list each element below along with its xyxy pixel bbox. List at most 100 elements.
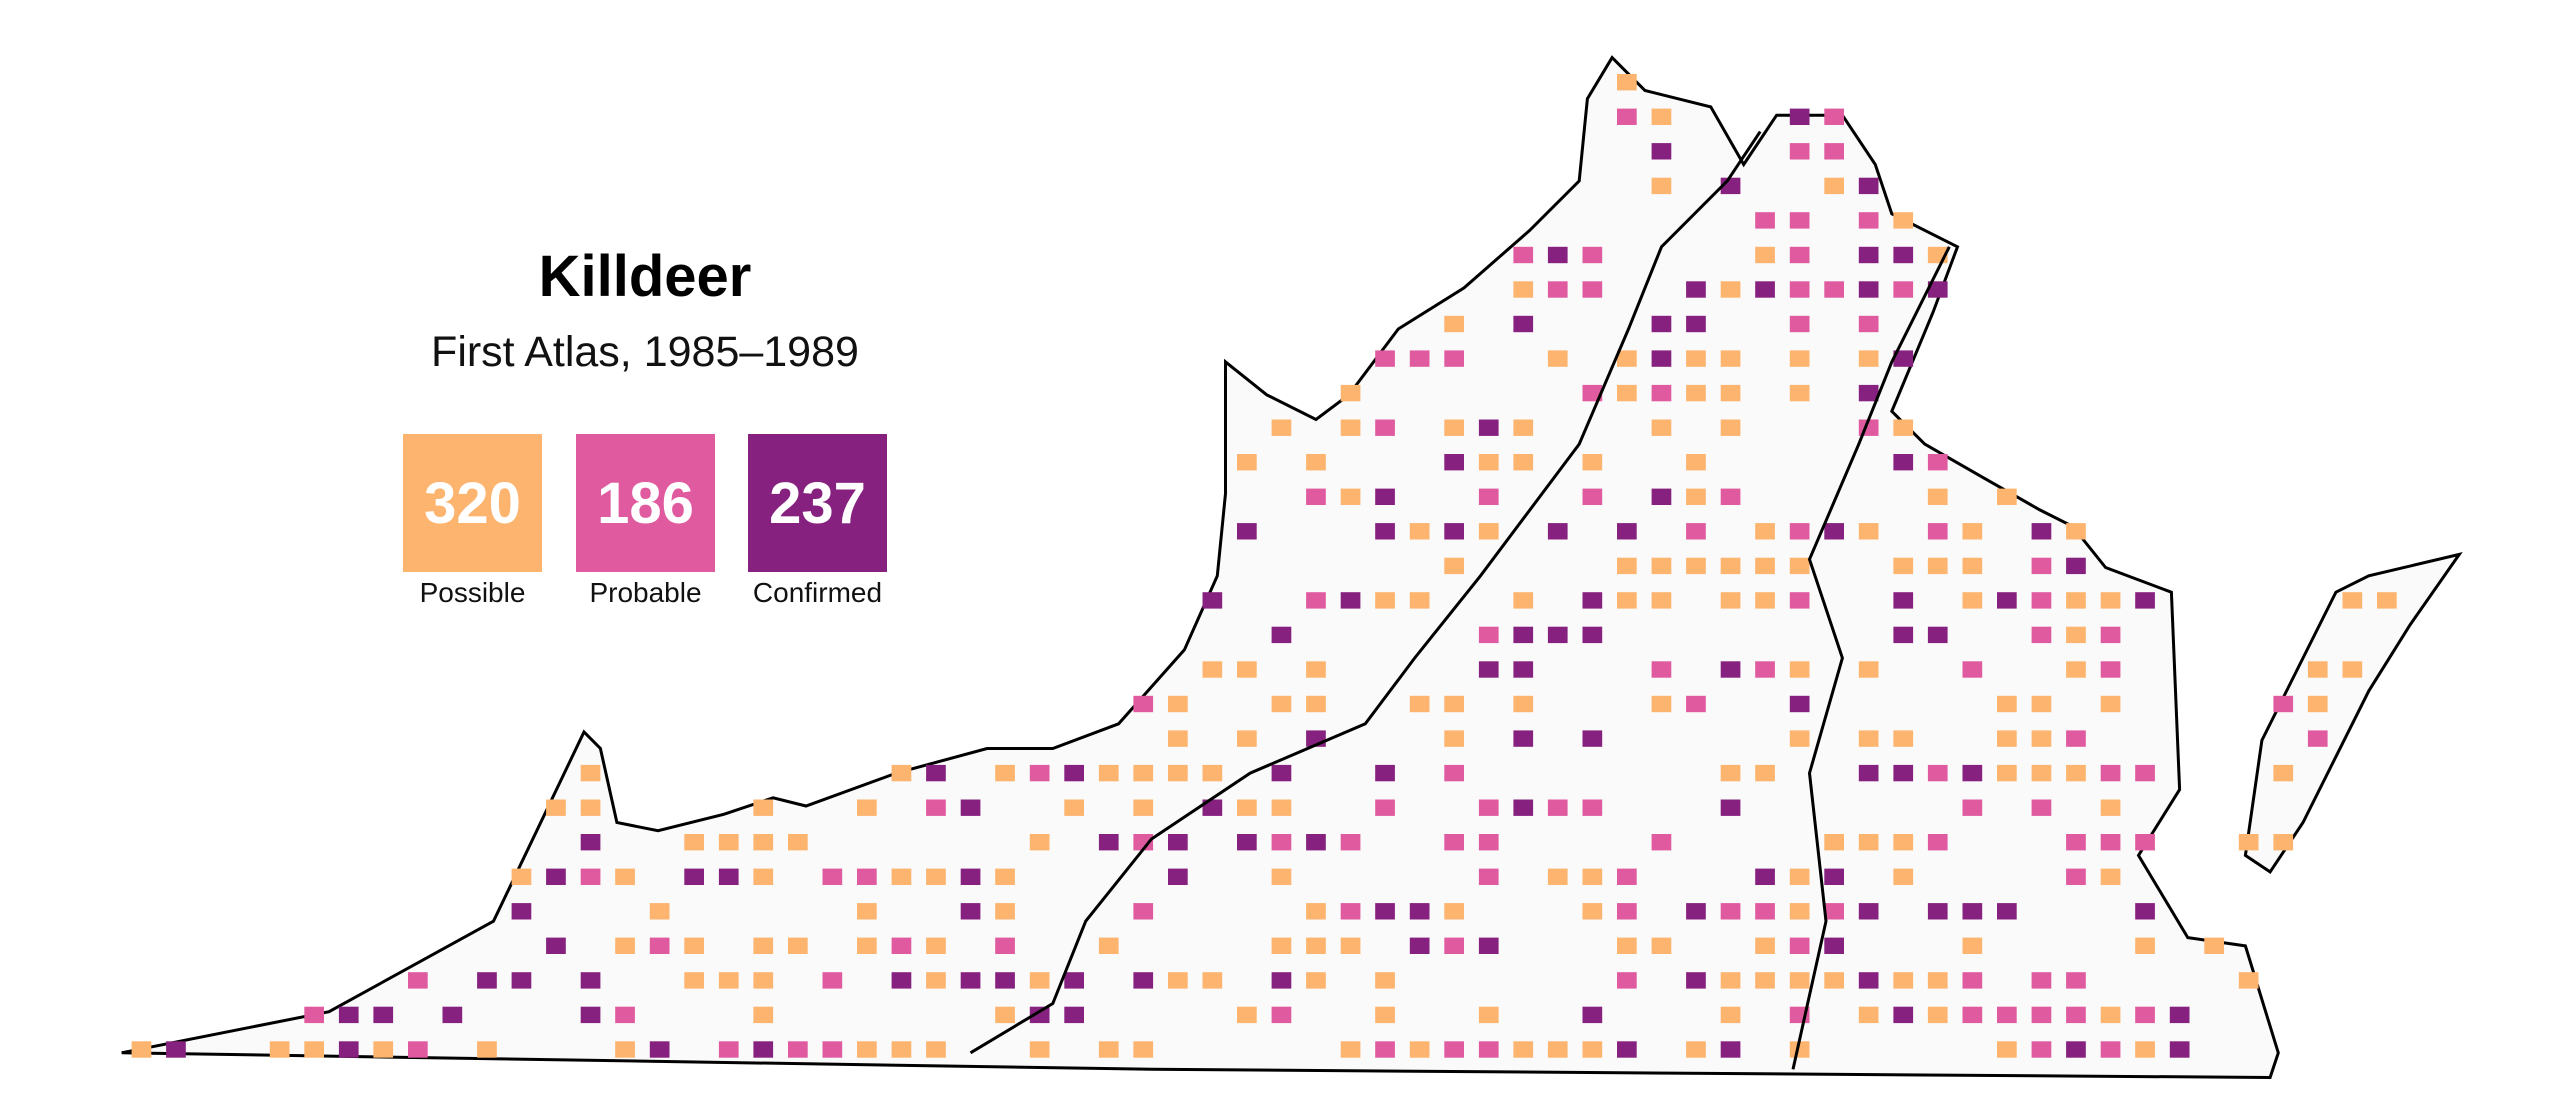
atlas-block xyxy=(2100,764,2121,782)
atlas-block xyxy=(1478,626,1499,644)
atlas-block xyxy=(1720,661,1741,678)
atlas-block xyxy=(1962,799,1983,816)
atlas-block xyxy=(1651,177,1672,195)
atlas-block xyxy=(1789,246,1810,264)
atlas-block xyxy=(1893,246,1914,264)
atlas-block xyxy=(1409,903,1430,920)
atlas-block xyxy=(1340,937,1361,954)
atlas-block xyxy=(1651,419,1672,436)
atlas-block xyxy=(1271,626,1292,644)
atlas-block xyxy=(1237,661,1257,678)
atlas-block xyxy=(1064,1006,1084,1024)
atlas-block xyxy=(1651,488,1672,505)
atlas-block xyxy=(1893,212,1914,229)
atlas-block xyxy=(1686,488,1706,505)
atlas-block xyxy=(1997,903,2017,920)
atlas-block xyxy=(1029,1006,1050,1024)
atlas-block xyxy=(1133,799,1154,816)
atlas-block xyxy=(2031,523,2052,540)
atlas-block xyxy=(1962,557,1983,575)
atlas-block xyxy=(1513,799,1534,816)
atlas-block xyxy=(857,937,877,954)
atlas-block xyxy=(1340,1041,1361,1058)
atlas-block xyxy=(1755,592,1775,609)
atlas-block xyxy=(1720,903,1741,920)
atlas-block xyxy=(1858,730,1879,747)
atlas-block xyxy=(1927,281,1948,298)
atlas-block xyxy=(2135,834,2155,851)
atlas-block xyxy=(1858,281,1879,298)
atlas-block xyxy=(1962,1006,1983,1024)
atlas-block xyxy=(1927,454,1948,471)
atlas-block xyxy=(1202,661,1223,678)
atlas-block xyxy=(1340,384,1361,402)
atlas-block xyxy=(1962,661,1983,678)
atlas-block xyxy=(1409,937,1430,954)
atlas-block xyxy=(1478,523,1499,540)
atlas-block xyxy=(1617,557,1637,575)
atlas-block xyxy=(1478,661,1499,678)
atlas-block xyxy=(1513,246,1534,264)
atlas-block xyxy=(1513,592,1534,609)
atlas-block xyxy=(1478,454,1499,471)
atlas-block xyxy=(1409,1041,1430,1058)
atlas-block xyxy=(1547,523,1568,540)
atlas-block xyxy=(1478,419,1499,436)
atlas-block xyxy=(1927,626,1948,644)
atlas-block xyxy=(2169,1006,2190,1024)
atlas-block xyxy=(2307,661,2328,678)
atlas-block xyxy=(926,764,946,782)
atlas-block xyxy=(2031,730,2052,747)
atlas-block xyxy=(1755,246,1775,264)
atlas-block xyxy=(1651,350,1672,367)
atlas-block xyxy=(1306,834,1326,851)
atlas-block xyxy=(1029,764,1050,782)
atlas-block xyxy=(1375,903,1395,920)
atlas-block xyxy=(1893,868,1914,885)
atlas-block xyxy=(1789,1041,1810,1058)
atlas-block xyxy=(1237,523,1257,540)
atlas-block xyxy=(1444,730,1464,747)
atlas-block xyxy=(1686,903,1706,920)
atlas-block xyxy=(1789,108,1810,125)
atlas-block xyxy=(1098,834,1119,851)
atlas-block xyxy=(1271,1006,1292,1024)
atlas-block xyxy=(1651,384,1672,402)
atlas-block xyxy=(2273,764,2294,782)
atlas-block xyxy=(1444,557,1464,575)
atlas-block xyxy=(1824,972,1844,989)
atlas-block xyxy=(373,1006,394,1024)
atlas-block xyxy=(1547,868,1568,885)
atlas-block xyxy=(1409,592,1430,609)
atlas-block xyxy=(408,1041,428,1058)
atlas-block xyxy=(1858,903,1879,920)
atlas-block xyxy=(1306,661,1326,678)
atlas-block xyxy=(1893,281,1914,298)
atlas-block xyxy=(1686,454,1706,471)
atlas-block xyxy=(511,868,532,885)
atlas-block xyxy=(2031,592,2052,609)
atlas-block xyxy=(1271,799,1292,816)
atlas-block xyxy=(1997,488,2017,505)
atlas-block xyxy=(1755,212,1775,229)
atlas-block xyxy=(1997,695,2017,713)
atlas-block xyxy=(1617,384,1637,402)
atlas-block xyxy=(2100,626,2121,644)
atlas-block xyxy=(1789,557,1810,575)
atlas-block xyxy=(1617,523,1637,540)
atlas-block xyxy=(131,1041,152,1058)
atlas-block xyxy=(1478,937,1499,954)
atlas-block xyxy=(2273,834,2294,851)
atlas-block xyxy=(2066,834,2086,851)
atlas-block xyxy=(1858,661,1879,678)
atlas-block xyxy=(995,868,1015,885)
atlas-block xyxy=(1444,834,1464,851)
atlas-block xyxy=(1237,834,1257,851)
atlas-block xyxy=(1306,937,1326,954)
atlas-block xyxy=(1271,419,1292,436)
atlas-block xyxy=(2169,1041,2190,1058)
atlas-block xyxy=(1478,799,1499,816)
atlas-block xyxy=(1098,764,1119,782)
atlas-block xyxy=(1617,972,1637,989)
atlas-block xyxy=(1927,834,1948,851)
